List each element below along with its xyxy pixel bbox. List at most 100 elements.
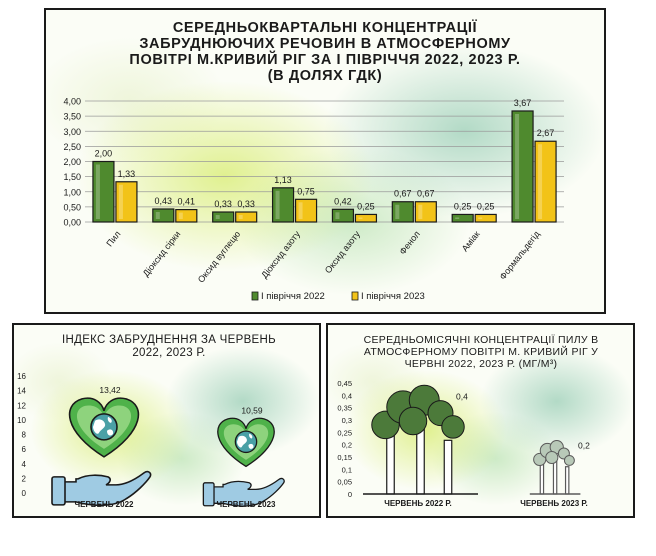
bar-highlight [95,164,100,219]
bar-2023 [414,201,437,223]
data-label: 3,67 [514,98,532,108]
x-tick-label: Аміак [460,229,482,253]
bar-highlight [275,190,280,219]
bar-2023 [294,198,318,223]
data-label: 0,33 [237,199,255,209]
y-tick-label: 0,3 [342,416,352,425]
x-tick-label: ЧЕРВЕНЬ 2022 [75,500,135,509]
globe-continents [236,433,254,449]
y-tick-label: 2,00 [63,157,81,167]
bar-highlight [298,202,303,219]
data-label: 13,42 [99,385,121,395]
y-tick-label: 10 [17,416,26,425]
bar-highlight [515,113,520,219]
heart-globe-in-hand-icon [202,417,285,507]
main-title-line: ЗАБРУДНЮЮЧИХ РЕЧОВИН В АТМОСФЕРНОМУ [139,36,511,52]
data-label: 0,25 [357,201,375,211]
bar-2022 [331,208,355,223]
data-label: 0,4 [456,391,468,401]
y-tick-label: 0,00 [63,218,81,228]
y-tick-label: 3,50 [63,112,81,122]
data-label: 0,25 [477,201,495,211]
data-label: 0,67 [394,189,412,199]
data-label: 1,33 [118,169,136,179]
bar-highlight [335,212,340,219]
bar-highlight [395,204,400,219]
bar-2023 [474,213,497,223]
bar-highlight [238,215,243,219]
y-tick-label: 1,00 [63,187,81,197]
smoke-puff [545,450,559,465]
bar-2023 [175,208,198,223]
data-label: 0,67 [417,189,435,199]
index-title-line: ІНДЕКС ЗАБРУДНЕННЯ ЗА ЧЕРВЕНЬ [62,334,276,346]
smoke-puff [398,406,428,436]
x-tick-label: Формальдегід [498,228,543,281]
dust-chart-title: СЕРЕДНЬОМІСЯЧНІ КОНЦЕНТРАЦІЇ ПИЛУ В АТМО… [336,334,626,370]
y-tick-label: 2,50 [63,142,81,152]
legend-label: І півріччя 2023 [361,291,425,302]
y-tick-label: 0,2 [342,441,352,450]
smoke-puff [441,415,465,439]
data-label: 0,41 [178,197,196,207]
main-title-line: (В ДОЛЯХ ГДК) [267,68,383,84]
chimney [552,460,558,495]
y-tick-label: 0,50 [63,202,81,212]
data-label: 0,43 [155,196,173,206]
y-tick-label: 0,4 [342,391,352,400]
bar-2022 [451,213,474,223]
x-tick-label: Пил [104,229,122,248]
main-bar-chart: 0,00 0,50 1,00 1,50 2,00 2,50 3,00 3,50 4,00 2,00… [63,97,564,302]
x-tick-label: Діоксид азоту [259,229,302,280]
y-tick-label: 0,35 [337,404,352,413]
index-chart-title: ІНДЕКС ЗАБРУДНЕННЯ ЗА ЧЕРВЕНЬ 2022, 2023… [34,334,304,360]
chimney [386,432,395,495]
x-tick-label: Діоксид сірки [141,229,183,278]
hand-cuff [51,476,66,506]
bar-2022 [152,208,175,223]
y-tick-label: 16 [17,372,26,381]
y-tick-label: 6 [22,445,27,454]
x-tick-label: ЧЕРВЕНЬ 2023 Р. [520,499,588,508]
chimney [416,427,425,495]
data-label: 0,33 [214,199,232,209]
bar-2022 [391,201,414,223]
data-label: 0,42 [334,196,352,206]
hand-shape [212,477,285,507]
dust-title-line: ЧЕРВНІ 2022, 2023 Р. (МГ/М³) [404,358,558,370]
data-label: 0,25 [454,201,472,211]
index-chart: 0 2 4 6 8 10 12 14 16 13,42 ЧЕРВЕНЬ 2022 10,59 ЧЕРВЕ… [17,372,285,509]
chimney [443,439,453,495]
bar-2023 [534,140,557,223]
y-tick-label: 12 [17,401,26,410]
globe-continents [93,416,114,436]
dust-title-line: СЕРЕДНЬОМІСЯЧНІ КОНЦЕНТРАЦІЇ ПИЛУ В [363,334,599,346]
y-tick-label: 4 [22,460,27,469]
bar-2022 [271,187,295,223]
bar-highlight [478,217,483,219]
x-tick-label: ЧЕРВЕНЬ 2023 [217,500,277,509]
y-tick-label: 3,00 [63,127,81,137]
data-label: 2,00 [95,149,113,159]
index-title-line: 2022, 2023 Р. [132,347,206,359]
chimney [539,462,545,495]
factory-smoke-icon [363,384,478,495]
bar-highlight [215,215,220,219]
y-tick-label: 0,05 [337,478,352,487]
y-tick-label: 4,00 [63,97,81,107]
data-label: 0,75 [297,186,315,196]
legend-label: І півріччя 2022 [261,291,325,302]
y-tick-label: 8 [22,431,27,440]
y-tick-label: 1,50 [63,172,81,182]
data-label: 10,59 [241,406,263,416]
dust-title-line: АТМОСФЕРНОМУ ПОВІТРІ М. КРИВИЙ РІГ У [363,346,599,358]
x-tick-label: Оксид азоту [323,229,362,276]
bar-2022 [511,110,534,223]
bar-2022 [212,211,235,223]
bar-highlight [178,212,183,219]
dust-chart: 0 0,05 0,1 0,15 0,2 0,25 0,3 0,35 0,4 0,45 0,4 ЧЕРВ… [337,379,590,508]
heart-globe-in-hand-icon [51,397,152,507]
bar-highlight [538,144,543,219]
main-title-line: СЕРЕДНЬОКВАРТАЛЬНІ КОНЦЕНТРАЦІЇ [172,20,478,36]
bar-highlight [418,204,423,219]
